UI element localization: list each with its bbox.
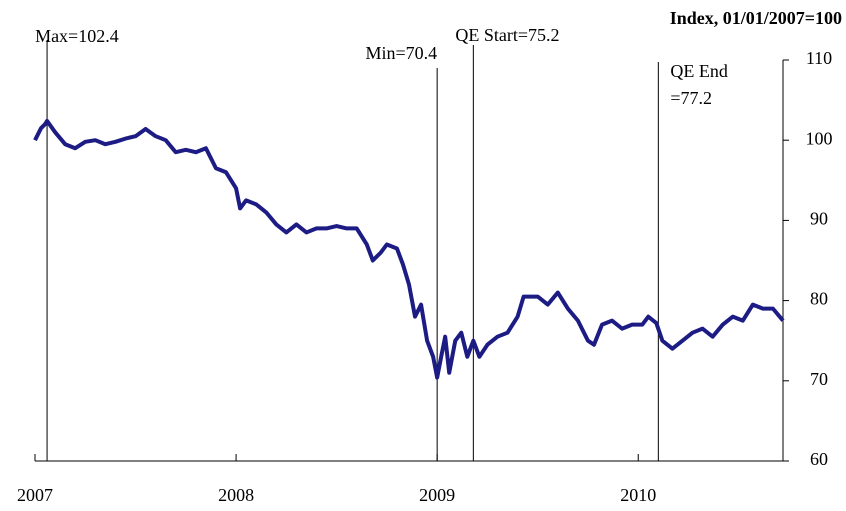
y-tick-label: 60 bbox=[810, 449, 828, 469]
x-tick-label: 2008 bbox=[218, 485, 254, 505]
annotation-label: Min=70.4 bbox=[365, 43, 437, 63]
series-line bbox=[33, 118, 785, 380]
y-tick-label: 70 bbox=[810, 369, 828, 389]
annotation-label: QE Start=75.2 bbox=[455, 25, 559, 45]
x-tick-label: 2007 bbox=[17, 485, 53, 505]
x-tick-label: 2009 bbox=[419, 485, 455, 505]
chart-title: Index, 01/01/2007=100 bbox=[670, 8, 842, 28]
x-tick-label: 2010 bbox=[620, 485, 656, 505]
annotation-label: QE End bbox=[670, 61, 728, 81]
y-tick-label: 100 bbox=[806, 128, 833, 148]
y-tick-label: 90 bbox=[810, 209, 828, 229]
y-tick-label: 110 bbox=[806, 48, 832, 68]
annotation-label: Max=102.4 bbox=[35, 26, 119, 46]
annotation-label: =77.2 bbox=[670, 88, 712, 108]
y-tick-label: 80 bbox=[810, 289, 828, 309]
